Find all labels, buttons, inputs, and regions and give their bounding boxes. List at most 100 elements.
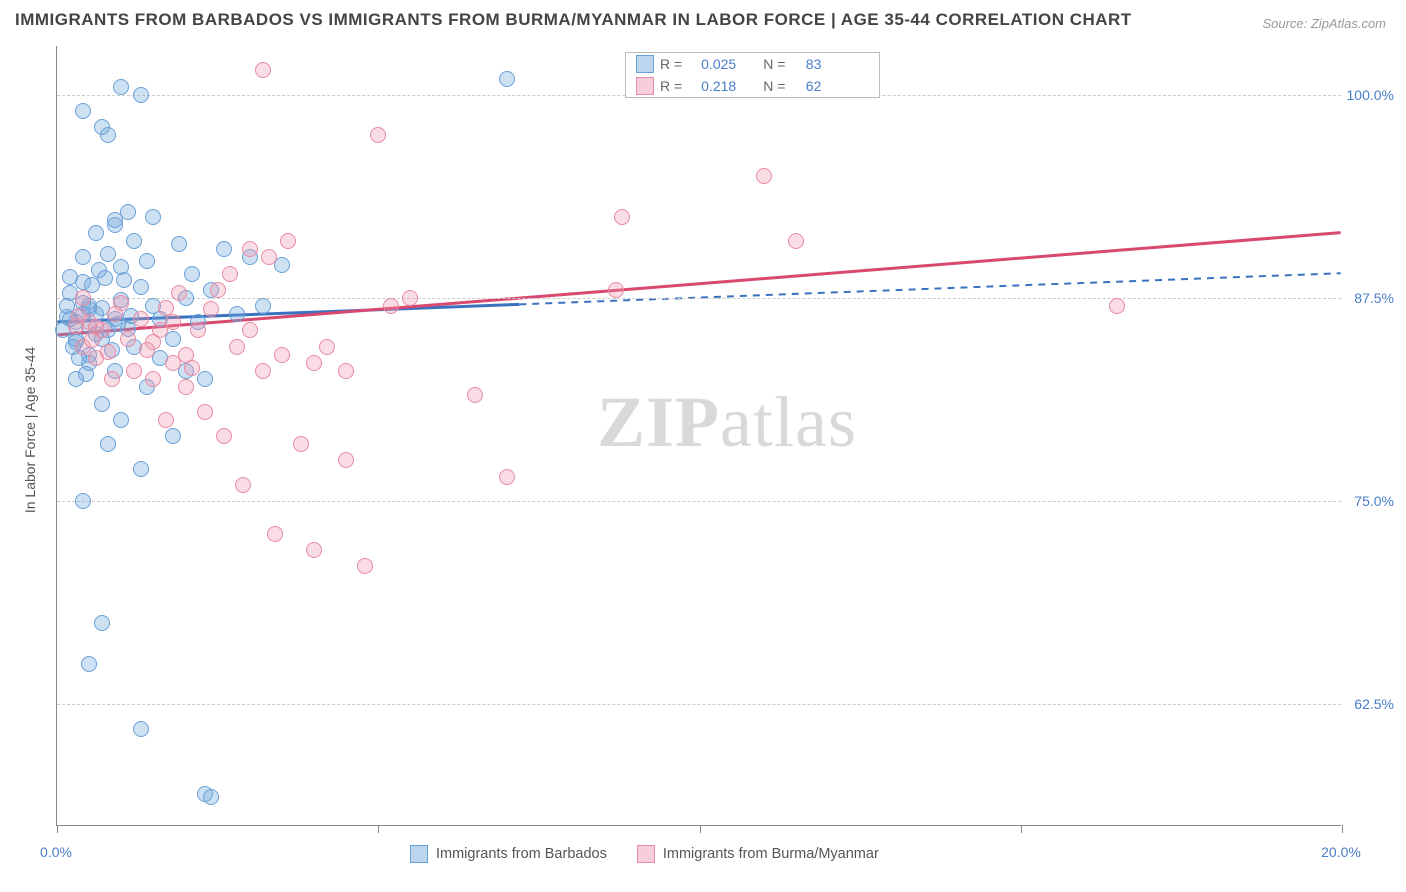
scatter-marker [133, 279, 149, 295]
scatter-marker [116, 272, 132, 288]
scatter-marker [267, 526, 283, 542]
scatter-marker [84, 332, 100, 348]
scatter-marker [113, 79, 129, 95]
y-tick-label: 100.0% [1347, 87, 1394, 103]
scatter-marker [171, 236, 187, 252]
x-tick [1342, 825, 1343, 833]
legend-label-1: Immigrants from Barbados [436, 846, 607, 862]
scatter-marker [293, 436, 309, 452]
n-value-1: 83 [791, 56, 821, 72]
scatter-marker [104, 371, 120, 387]
scatter-marker [184, 266, 200, 282]
scatter-marker [88, 225, 104, 241]
x-tick [378, 825, 379, 833]
scatter-marker [242, 322, 258, 338]
source-credit: Source: ZipAtlas.com [1262, 16, 1386, 31]
scatter-marker [75, 290, 91, 306]
scatter-marker [467, 387, 483, 403]
scatter-marker [120, 331, 136, 347]
scatter-marker [139, 342, 155, 358]
plot-area: ZIPatlas [56, 46, 1341, 826]
scatter-marker [229, 306, 245, 322]
scatter-marker [370, 127, 386, 143]
scatter-marker [338, 363, 354, 379]
scatter-marker [203, 789, 219, 805]
scatter-marker [357, 558, 373, 574]
scatter-marker [319, 339, 335, 355]
scatter-marker [126, 363, 142, 379]
r-value-2: 0.218 [688, 78, 736, 94]
x-tick-label: 20.0% [1321, 844, 1361, 860]
scatter-marker [100, 344, 116, 360]
scatter-marker [255, 62, 271, 78]
scatter-marker [75, 103, 91, 119]
x-tick [700, 825, 701, 833]
scatter-marker [306, 355, 322, 371]
scatter-marker [402, 290, 418, 306]
scatter-marker [178, 379, 194, 395]
scatter-marker [261, 249, 277, 265]
scatter-marker [203, 301, 219, 317]
scatter-marker [171, 285, 187, 301]
scatter-marker [78, 366, 94, 382]
watermark: ZIPatlas [597, 381, 857, 464]
swatch-series-1-bottom [410, 845, 428, 863]
scatter-marker [222, 266, 238, 282]
scatter-marker [165, 314, 181, 330]
scatter-marker [242, 241, 258, 257]
legend-row-1: R = 0.025 N = 83 [626, 53, 879, 75]
scatter-marker [216, 428, 232, 444]
trend-line-dashed [519, 273, 1340, 304]
scatter-marker [306, 542, 322, 558]
swatch-series-2 [636, 77, 654, 95]
scatter-marker [113, 295, 129, 311]
scatter-marker [184, 360, 200, 376]
legend-item-2: Immigrants from Burma/Myanmar [637, 845, 879, 863]
r-value-1: 0.025 [688, 56, 736, 72]
x-tick-label: 0.0% [40, 844, 72, 860]
swatch-series-2-bottom [637, 845, 655, 863]
scatter-marker [158, 412, 174, 428]
correlation-legend: R = 0.025 N = 83 R = 0.218 N = 62 [625, 52, 880, 98]
scatter-marker [133, 721, 149, 737]
scatter-marker [255, 298, 271, 314]
scatter-marker [197, 371, 213, 387]
scatter-marker [100, 436, 116, 452]
chart-title: IMMIGRANTS FROM BARBADOS VS IMMIGRANTS F… [15, 10, 1132, 30]
scatter-marker [614, 209, 630, 225]
scatter-marker [210, 282, 226, 298]
scatter-marker [499, 71, 515, 87]
x-tick [57, 825, 58, 833]
trend-lines-layer [57, 46, 1341, 825]
scatter-marker [145, 209, 161, 225]
legend-item-1: Immigrants from Barbados [410, 845, 607, 863]
scatter-marker [788, 233, 804, 249]
legend-row-2: R = 0.218 N = 62 [626, 75, 879, 97]
scatter-marker [229, 339, 245, 355]
scatter-marker [145, 371, 161, 387]
scatter-marker [133, 461, 149, 477]
scatter-marker [255, 363, 271, 379]
scatter-marker [197, 404, 213, 420]
y-tick-label: 87.5% [1354, 290, 1394, 306]
y-tick-label: 75.0% [1354, 493, 1394, 509]
gridline-h [57, 704, 1341, 705]
watermark-light: atlas [720, 382, 857, 462]
scatter-marker [756, 168, 772, 184]
scatter-marker [107, 212, 123, 228]
r-label-1: R = [660, 56, 682, 72]
gridline-h [57, 501, 1341, 502]
scatter-marker [94, 615, 110, 631]
scatter-marker [81, 656, 97, 672]
scatter-marker [113, 412, 129, 428]
scatter-marker [338, 452, 354, 468]
scatter-marker [94, 396, 110, 412]
scatter-marker [62, 269, 78, 285]
series-legend: Immigrants from Barbados Immigrants from… [410, 845, 879, 863]
swatch-series-1 [636, 55, 654, 73]
scatter-marker [100, 127, 116, 143]
scatter-marker [280, 233, 296, 249]
n-label-2: N = [763, 78, 785, 94]
scatter-marker [165, 428, 181, 444]
r-label-2: R = [660, 78, 682, 94]
